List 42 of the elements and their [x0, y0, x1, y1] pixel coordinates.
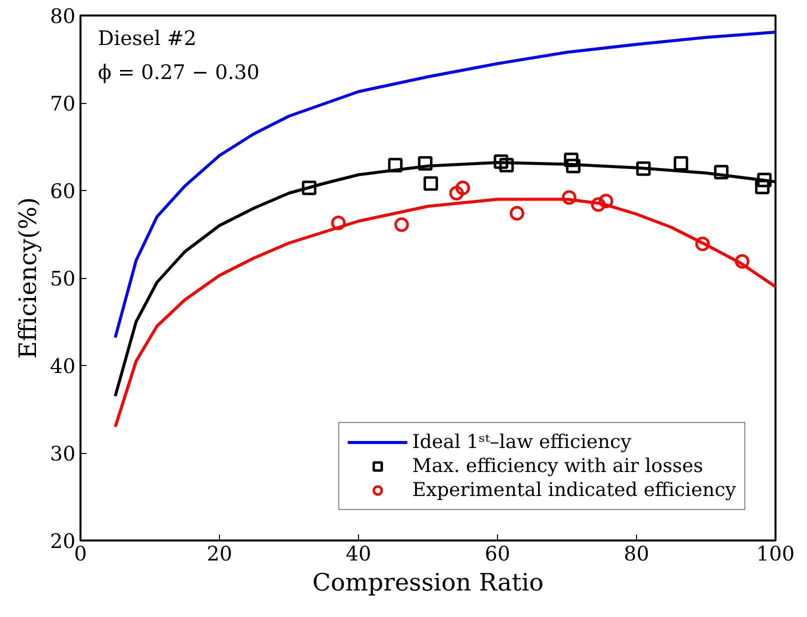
- point: [394, 217, 409, 232]
- annotation: ϕ = 0.27 − 0.30: [98, 60, 260, 84]
- x-axis-title: Compression Ratio: [312, 568, 544, 596]
- y-axis-title: Efficiency(%): [14, 197, 42, 359]
- point: [388, 158, 403, 172]
- point: [695, 236, 710, 252]
- legend-label: Max. efficiency with air losses: [412, 455, 704, 477]
- point: [591, 197, 606, 212]
- legend-label: Ideal 1ˢᵗ–law efficiency: [412, 431, 632, 453]
- point: [418, 156, 432, 171]
- point: [449, 186, 464, 200]
- x-tick-label: 80: [624, 542, 650, 566]
- point: [456, 180, 470, 196]
- y-tick-label: 80: [50, 4, 76, 28]
- y-tick-label: 70: [50, 92, 76, 116]
- y-tick-label: 50: [50, 266, 76, 290]
- point: [755, 180, 770, 194]
- point: [734, 254, 750, 269]
- point: [424, 176, 438, 191]
- point: [331, 216, 346, 230]
- point: [499, 158, 514, 172]
- point: [598, 194, 614, 208]
- annotation: Diesel #2: [98, 26, 196, 50]
- x-tick-label: 100: [756, 542, 795, 566]
- y-tick-label: 30: [50, 442, 76, 466]
- point: [757, 172, 772, 188]
- point: [510, 206, 524, 220]
- point: [674, 156, 688, 171]
- point: [494, 154, 508, 169]
- point: [564, 152, 578, 168]
- x-tick-label: 60: [484, 542, 510, 566]
- point: [302, 180, 316, 196]
- point: [714, 164, 729, 180]
- y-tick-label: 40: [50, 354, 76, 378]
- point: [562, 190, 576, 205]
- x-tick-label: 20: [206, 542, 232, 566]
- point: [566, 158, 581, 174]
- legend-label: Experimental indicated efficiency: [412, 479, 736, 501]
- y-tick-label: 60: [50, 179, 76, 203]
- x-tick-label: 40: [346, 542, 372, 566]
- x-tick-label: 0: [74, 542, 87, 566]
- point: [636, 161, 651, 176]
